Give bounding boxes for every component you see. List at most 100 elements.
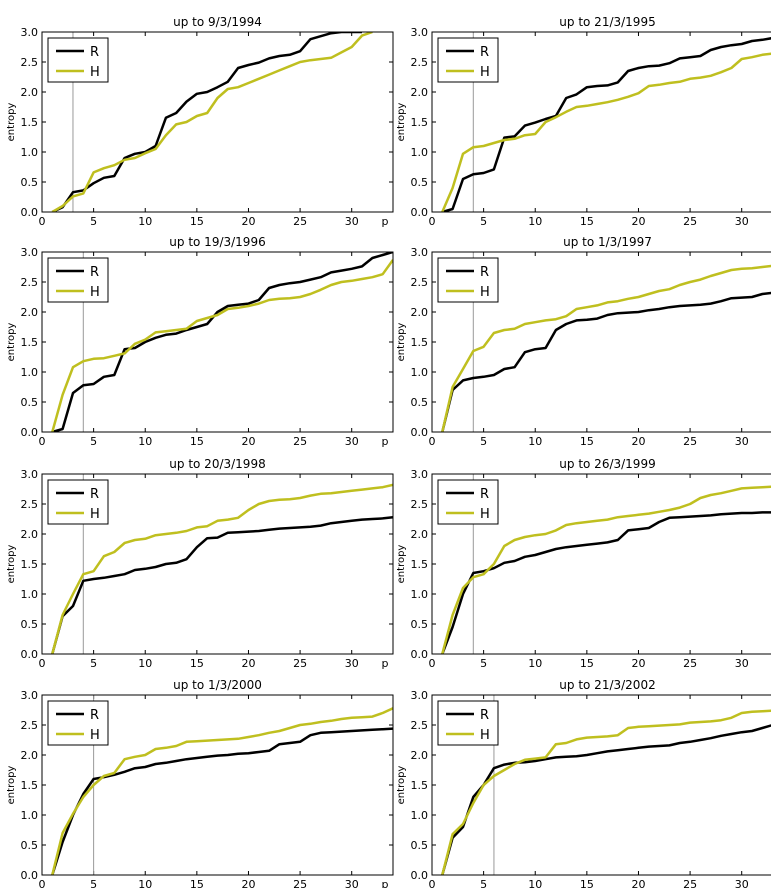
x-tick-label: 30	[735, 215, 749, 228]
x-tick-label: 0	[39, 657, 46, 670]
legend-label-R: R	[480, 708, 489, 723]
legend-box	[47, 700, 109, 746]
x-tick-label: 30	[735, 878, 749, 888]
y-axis-label: entropy	[6, 545, 17, 584]
chart-title: up to 21/3/2002	[559, 678, 655, 692]
x-tick-label: 25	[683, 435, 697, 448]
legend-label-R: R	[90, 265, 99, 280]
y-tick-label: 3.0	[411, 246, 429, 259]
y-tick-label: 0.5	[411, 396, 429, 409]
x-tick-label: 15	[190, 435, 204, 448]
y-tick-label: 0.5	[411, 839, 429, 852]
x-axis-label: p	[382, 657, 389, 670]
x-tick-label: 5	[480, 657, 487, 670]
x-tick-label: 30	[345, 435, 359, 448]
legend-label-H: H	[480, 285, 490, 300]
x-tick-label: 10	[138, 657, 152, 670]
legend-label-H: H	[480, 728, 490, 743]
x-tick-label: 0	[429, 657, 436, 670]
y-tick-label: 0.0	[21, 206, 39, 219]
legend-box	[47, 37, 109, 83]
y-tick-label: 2.5	[21, 276, 39, 289]
series-line-R	[51, 32, 362, 212]
x-tick-label: 5	[480, 215, 487, 228]
series-group	[441, 37, 771, 212]
y-axis-label: entropy	[6, 766, 17, 805]
x-axis-label: p	[382, 215, 389, 228]
series-line-H	[441, 52, 771, 212]
x-tick-label: 0	[39, 435, 46, 448]
y-axis-label: entropy	[396, 103, 407, 142]
y-tick-label: 0.0	[411, 869, 429, 882]
x-tick-label: 30	[345, 215, 359, 228]
x-tick-label: 25	[683, 657, 697, 670]
y-tick-label: 3.0	[21, 468, 39, 481]
y-tick-label: 0.5	[21, 618, 39, 631]
y-tick-label: 1.0	[21, 809, 39, 822]
x-tick-label: 25	[293, 657, 307, 670]
axes-frame	[431, 31, 771, 213]
x-tick-label: 25	[293, 215, 307, 228]
y-tick-label: 1.0	[21, 366, 39, 379]
y-tick-label: 2.5	[411, 56, 429, 69]
series-line-H	[51, 32, 373, 212]
y-tick-label: 3.0	[411, 26, 429, 39]
x-tick-label: 5	[480, 435, 487, 448]
legend-box	[437, 37, 499, 83]
y-tick-label: 2.0	[21, 86, 39, 99]
y-tick-label: 0.0	[21, 869, 39, 882]
x-tick-label: 0	[429, 215, 436, 228]
x-tick-label: 30	[345, 878, 359, 888]
legend: RH	[437, 37, 499, 83]
axes-frame	[41, 694, 394, 876]
legend-label-H: H	[90, 285, 100, 300]
series-group	[441, 709, 771, 875]
y-tick-label: 2.5	[21, 719, 39, 732]
chart-title: up to 9/3/1994	[173, 15, 262, 29]
x-tick-label: 10	[528, 215, 542, 228]
axes-frame	[431, 694, 771, 876]
legend-label-R: R	[480, 45, 489, 60]
x-tick-label: 15	[190, 878, 204, 888]
x-tick-label: 20	[631, 215, 645, 228]
x-axis-label: p	[382, 435, 389, 448]
y-tick-label: 1.0	[21, 146, 39, 159]
x-tick-label: 5	[90, 435, 97, 448]
legend-label-R: R	[90, 708, 99, 723]
chart-title: up to 19/3/1996	[169, 235, 265, 249]
x-tick-label: 20	[241, 657, 255, 670]
chart-panel-2: up to 21/3/1995entropyp0.00.51.01.52.02.…	[396, 15, 771, 228]
chart-title: up to 1/3/1997	[563, 235, 652, 249]
legend-label-R: R	[90, 487, 99, 502]
chart-panel-3: up to 19/3/1996 entropy p 0.0 0.5 1.0 1.5 2.0 2.…	[6, 235, 394, 448]
y-tick-label: 1.0	[21, 588, 39, 601]
y-tick-label: 1.5	[411, 116, 429, 129]
x-tick-label: 5	[90, 215, 97, 228]
axes-frame	[431, 251, 771, 433]
legend: RH	[47, 257, 109, 303]
x-tick-label: 5	[480, 878, 487, 888]
legend-label-H: H	[90, 65, 100, 80]
y-tick-label: 1.0	[411, 809, 429, 822]
x-tick-label: 15	[580, 215, 594, 228]
y-tick-label: 3.0	[21, 246, 39, 259]
chart-title: up to 21/3/1995	[559, 15, 655, 29]
legend-label-R: R	[90, 45, 99, 60]
legend: RH	[437, 257, 499, 303]
legend: RH	[437, 700, 499, 746]
chart-panel-1: up to 9/3/1994 entropy p 0.0 0.5 1.0 1.5 2.0 2.5…	[6, 15, 394, 228]
chart-title: up to 20/3/1998	[169, 457, 265, 471]
chart-panel-5: up to 20/3/1998 entropy p 0.0 0.5 1.0 1.5 2.0 2.…	[6, 457, 394, 670]
y-tick-label: 3.0	[411, 468, 429, 481]
y-tick-label: 1.5	[411, 336, 429, 349]
y-tick-label: 2.0	[411, 528, 429, 541]
y-tick-label: 1.5	[21, 116, 39, 129]
axes-frame	[41, 31, 394, 213]
x-tick-label: 10	[138, 215, 152, 228]
x-tick-label: 10	[138, 878, 152, 888]
series-line-H	[51, 707, 393, 875]
legend-label-R: R	[480, 265, 489, 280]
y-tick-label: 2.0	[411, 86, 429, 99]
series-line-R	[441, 291, 771, 432]
